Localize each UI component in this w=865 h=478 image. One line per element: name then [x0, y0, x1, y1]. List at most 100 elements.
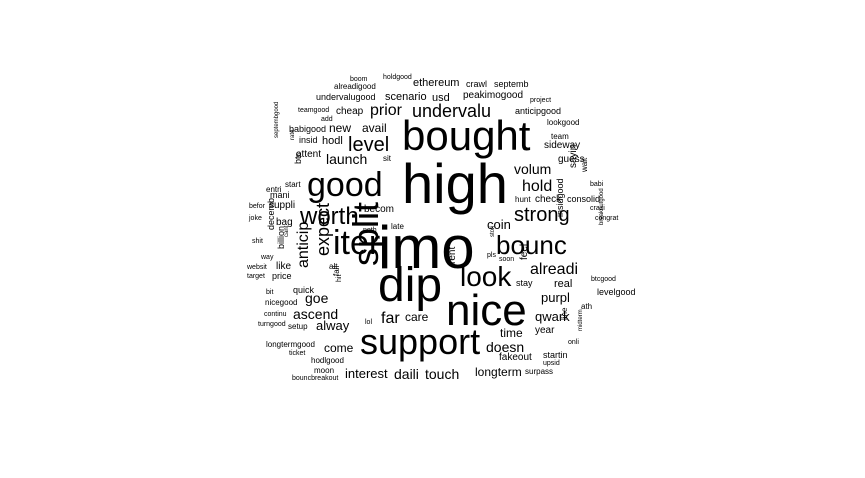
- word-levelgood: levelgood: [597, 287, 636, 297]
- word-prior: prior: [370, 102, 403, 119]
- word-upsid: upsid: [543, 360, 560, 367]
- word-bounc: bounc: [496, 230, 567, 260]
- word-crazi: crazi: [590, 205, 605, 212]
- word-dip: dip: [378, 259, 443, 312]
- word-price: price: [272, 271, 292, 281]
- word-support: support: [360, 321, 481, 362]
- word-undervalugood: undervalugood: [316, 92, 376, 102]
- word-target: target: [247, 273, 265, 280]
- word-entri: entri: [266, 185, 282, 194]
- word-level: level: [348, 134, 390, 156]
- word-turngood: turngood: [258, 321, 286, 328]
- word-ascend: ascend: [293, 306, 339, 322]
- word-crawl: crawl: [466, 79, 488, 89]
- word-alt: alt: [329, 262, 338, 271]
- word-worth: worth: [300, 203, 359, 230]
- word-onli: onli: [568, 339, 579, 346]
- word-wait: wait: [580, 157, 589, 172]
- word-hit: hit: [336, 274, 343, 282]
- word-look: look: [460, 261, 512, 292]
- word-soon: soon: [499, 256, 515, 263]
- word-setup: setup: [288, 322, 308, 331]
- word-check: check: [535, 194, 562, 205]
- word-bought: bought: [402, 112, 531, 159]
- word-cheap: cheap: [336, 106, 364, 117]
- word-noth: noth: [363, 227, 377, 234]
- word-good: good: [307, 166, 383, 204]
- word-becom: becom: [364, 204, 395, 215]
- word-stori: stori: [490, 225, 496, 237]
- word-surpass: surpass: [525, 367, 554, 376]
- word-lookgood: lookgood: [547, 118, 580, 127]
- word-midterm: midterm: [578, 309, 584, 331]
- word-late: late: [391, 222, 404, 231]
- word-year: year: [535, 325, 555, 336]
- word-breakoutgood: breakoutgood: [599, 188, 605, 225]
- word-decemb: decemb: [266, 197, 276, 230]
- word-avail: avail: [362, 121, 387, 135]
- word-goe: goe: [305, 290, 329, 306]
- word-add: add: [321, 116, 333, 123]
- word-alreadigood: alreadigood: [334, 82, 376, 91]
- word-hodl: hodl: [322, 135, 343, 147]
- word-rent: rent: [447, 246, 458, 264]
- word-suppli: suppli: [269, 200, 296, 211]
- word-teamgood: teamgood: [298, 107, 330, 114]
- word-scenario: scenario: [385, 91, 427, 103]
- word-continu: continu: [264, 311, 287, 318]
- word-longterm: longterm: [475, 365, 522, 379]
- word-websit: websit: [247, 264, 267, 271]
- word-hodlgood: hodlgood: [311, 356, 344, 365]
- word-qwark: qwark: [535, 309, 570, 324]
- word-bouncbreakout: bouncbreakout: [292, 375, 339, 382]
- word-high: high: [402, 152, 508, 215]
- word-sit: sit: [383, 154, 391, 163]
- word-way: way: [261, 254, 274, 261]
- word-real: real: [554, 278, 573, 290]
- word-ticket: ticket: [289, 350, 306, 357]
- word-purpl: purpl: [541, 290, 570, 305]
- word-strong: strong: [514, 204, 570, 226]
- word-ath: ath: [581, 302, 593, 311]
- word-holdgood: holdgood: [383, 74, 412, 81]
- word-doesn: doesn: [486, 339, 525, 355]
- word-alway: alway: [316, 318, 350, 333]
- word-nicegood: nicegood: [265, 298, 298, 307]
- word-btcgood: btcgood: [591, 276, 616, 283]
- word-boom: boom: [350, 76, 368, 83]
- word-mani: mani: [270, 190, 290, 200]
- word-expect: expect: [313, 202, 333, 256]
- word-imo: imo: [378, 214, 475, 281]
- word-fakeout: fakeout: [499, 352, 532, 363]
- word-start: start: [285, 180, 301, 189]
- word-anticipgood: anticipgood: [515, 106, 562, 116]
- word-startin: startin: [543, 350, 568, 360]
- word-babigood: babigood: [289, 124, 327, 134]
- word-alreadi: alreadi: [530, 261, 579, 278]
- word-line: line: [560, 307, 569, 320]
- word-undervalu: undervalu: [412, 101, 492, 121]
- word-insidgood: insidgood: [555, 178, 565, 217]
- word-sideway: sideway: [544, 140, 581, 151]
- word-launch: launch: [326, 151, 368, 167]
- word-coin: coin: [487, 217, 511, 232]
- word-iter: iter: [333, 224, 381, 262]
- word-time: time: [500, 326, 523, 340]
- word-touch: touch: [425, 366, 460, 382]
- word-babi: babi: [590, 181, 604, 188]
- word-project: project: [530, 97, 552, 104]
- word-cant: cant: [284, 225, 290, 237]
- word-guess: guess: [558, 154, 585, 165]
- word-septembgood: septembgood: [274, 101, 280, 138]
- word-consolid: consolid: [567, 194, 601, 204]
- word-pls: pls: [487, 252, 496, 259]
- word-feel: feel: [519, 243, 530, 260]
- word-peakimogood: peakimogood: [463, 90, 524, 101]
- word-moon: moon: [314, 366, 335, 375]
- word-joke: joke: [249, 215, 262, 222]
- word-stay: stay: [516, 278, 533, 288]
- word-bag: bag: [276, 217, 293, 228]
- word-volum: volum: [514, 161, 552, 177]
- word-hold: hold: [522, 178, 553, 195]
- word-usd: usd: [432, 92, 450, 104]
